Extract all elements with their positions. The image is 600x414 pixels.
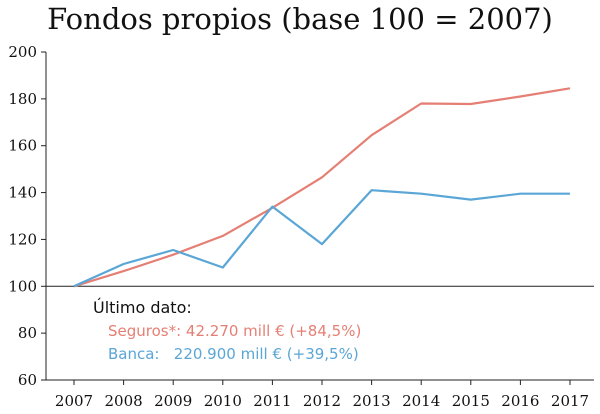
y-tick-label: 100 [8,277,37,295]
annotation-banca: Banca: 220.900 mill € (+39,5%) [108,345,359,363]
x-tick-label: 2014 [402,392,440,410]
annotation-seguros: Seguros*: 42.270 mill € (+84,5%) [108,322,362,340]
y-tick-label: 60 [18,371,37,389]
x-tick-label: 2012 [303,392,341,410]
y-tick-label: 160 [8,137,37,155]
x-tick-label: 2017 [551,392,589,410]
x-tick-label: 2016 [501,392,539,410]
y-tick-label: 200 [8,43,37,61]
x-tick-label: 2011 [253,392,291,410]
x-tick-label: 2013 [353,392,391,410]
y-tick-label: 120 [8,230,37,248]
y-tick-label: 140 [8,184,37,202]
x-tick-label: 2008 [105,392,143,410]
chart-title: Fondos propios (base 100 = 2007) [47,2,553,36]
x-tick-label: 2010 [204,392,242,410]
x-tick-label: 2009 [154,392,192,410]
x-tick-label: 2007 [55,392,93,410]
x-tick-label: 2015 [452,392,490,410]
y-tick-label: 80 [18,324,37,342]
series-line-seguros [73,87,571,288]
series-line-banca [73,189,570,288]
annotation-heading: Último dato: [93,298,192,317]
y-tick-label: 180 [8,90,37,108]
